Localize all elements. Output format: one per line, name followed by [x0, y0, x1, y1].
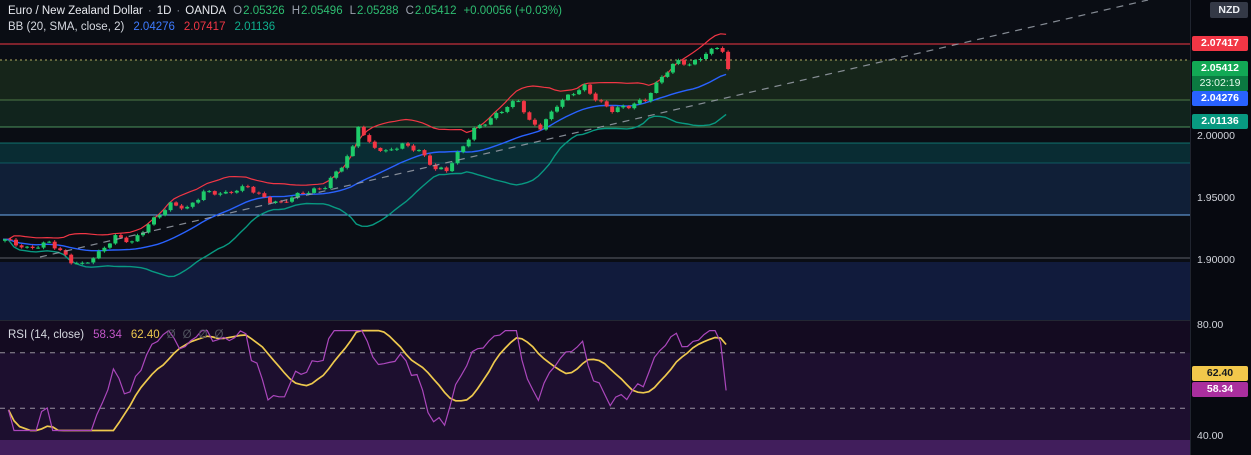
rsi-smooth-badge[interactable]: 62.40	[1192, 365, 1248, 381]
open-value: 2.05326	[243, 5, 285, 17]
bb-basis-badge[interactable]: 2.04276	[1192, 90, 1248, 106]
rsi-legend: RSI (14, close) 58.34 62.40 Ø Ø Ø Ø	[8, 327, 223, 343]
rsi-axis-tick: 80.00	[1197, 319, 1224, 331]
hidden-plot-placeholder: Ø	[214, 329, 224, 341]
currency-badge[interactable]: NZD	[1210, 2, 1248, 18]
timeframe-label[interactable]: 1D	[156, 5, 172, 17]
hidden-plot-placeholder: Ø	[182, 329, 192, 341]
close-label: C	[405, 5, 414, 17]
last-price-badge[interactable]: 2.05412 23:02:19	[1192, 60, 1248, 91]
separator-dot: ·	[147, 5, 152, 17]
symbol-legend-row[interactable]: Euro / New Zealand Dollar · 1D · OANDA O2.053…	[8, 3, 562, 19]
chart-legend: Euro / New Zealand Dollar · 1D · OANDA O2.053…	[8, 3, 562, 35]
low-value: 2.05288	[357, 5, 399, 17]
bb-upper-value: 2.07417	[183, 21, 226, 33]
hidden-plot-placeholder: Ø	[198, 329, 208, 341]
rsi-axis-tick: 40.00	[1197, 430, 1224, 442]
bb-basis-value: 2.04276	[133, 21, 175, 33]
rsi-value-badge[interactable]: 58.34	[1192, 381, 1248, 397]
rsi-value: 58.34	[93, 329, 122, 341]
price-axis-tick: 2.00000	[1197, 130, 1235, 143]
open-label: O	[233, 5, 243, 17]
price-axis[interactable]: NZD 2.00000 1.95000 1.90000 80.00 40.00 2.074…	[1190, 0, 1251, 455]
bb-upper-badge[interactable]: 2.07417	[1192, 36, 1248, 51]
symbol-title[interactable]: Euro / New Zealand Dollar	[8, 5, 143, 17]
pane-separator[interactable]	[0, 320, 1251, 321]
change-value: +0.00056 (+0.03%)	[463, 5, 562, 17]
price-axis-tick: 1.95000	[1197, 192, 1235, 205]
separator-dot: ·	[176, 5, 181, 17]
rsi-smooth-value: 62.40	[130, 329, 160, 341]
close-value: 2.05412	[414, 5, 457, 17]
high-label: H	[291, 5, 301, 17]
rsi-chart-canvas[interactable]	[0, 321, 1190, 455]
bb-legend-row[interactable]: BB (20, SMA, close, 2) 2.04276 2.07417 2.01…	[8, 19, 562, 35]
high-value: 2.05496	[301, 5, 343, 17]
bb-lower-value: 2.01136	[234, 21, 276, 33]
rsi-legend-row[interactable]: RSI (14, close) 58.34 62.40 Ø Ø Ø Ø	[8, 327, 223, 343]
price-axis-tick: 1.90000	[1197, 254, 1235, 267]
hidden-plot-placeholder: Ø	[166, 329, 176, 341]
price-chart-canvas[interactable]	[0, 0, 1190, 321]
bb-lower-badge[interactable]: 2.01136	[1192, 114, 1248, 130]
low-label: L	[349, 5, 356, 17]
bb-indicator-label[interactable]: BB (20, SMA, close, 2)	[8, 21, 125, 33]
rsi-indicator-label[interactable]: RSI (14, close)	[8, 329, 85, 341]
exchange-label[interactable]: OANDA	[185, 5, 227, 17]
